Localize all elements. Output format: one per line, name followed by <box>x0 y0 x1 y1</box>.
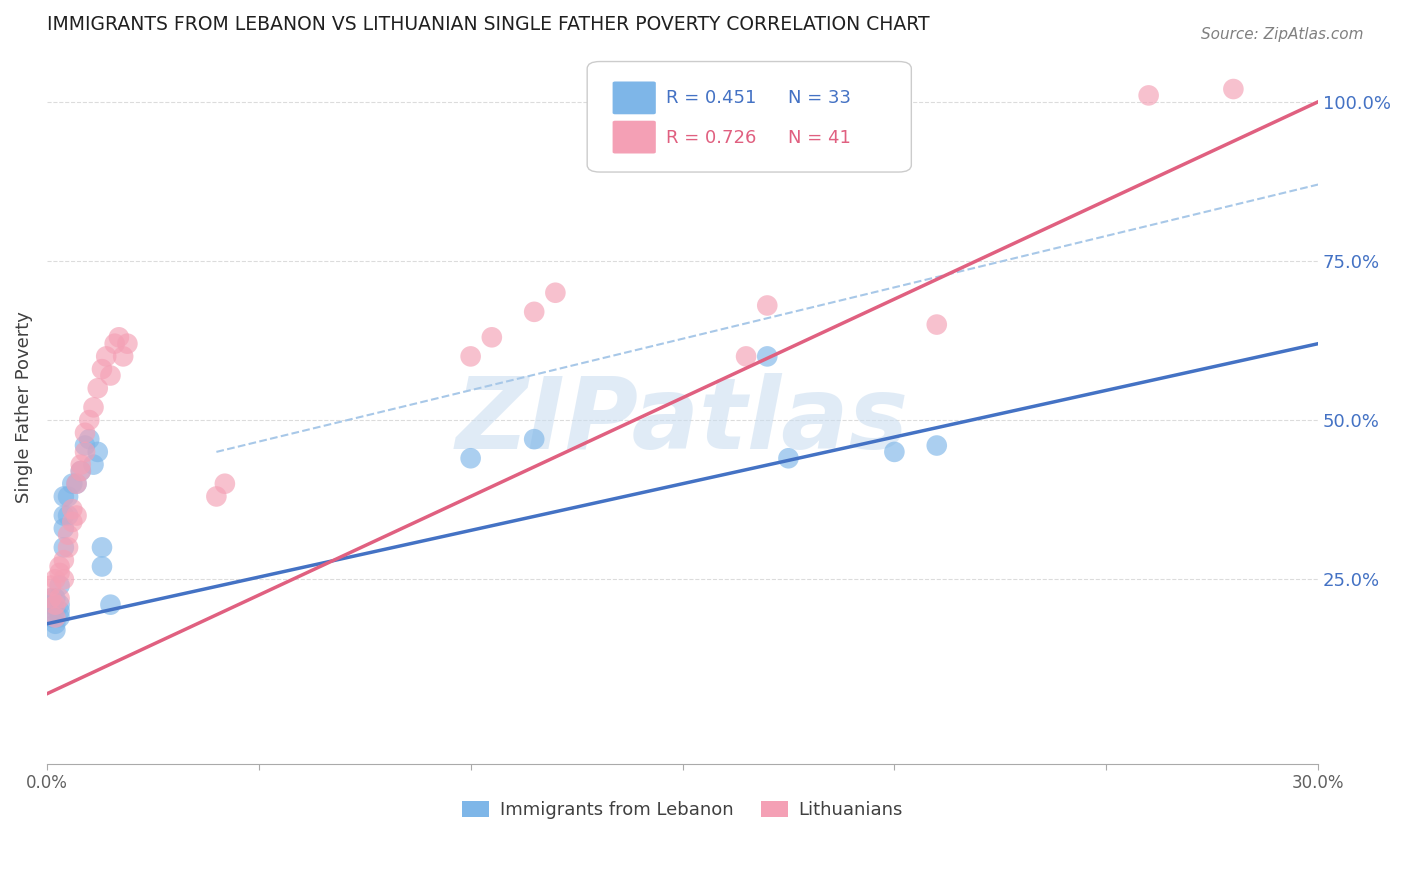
Point <box>756 298 779 312</box>
Text: R = 0.726: R = 0.726 <box>666 128 756 147</box>
Point <box>77 432 100 446</box>
Point <box>1137 88 1160 103</box>
Point <box>52 572 75 586</box>
Point <box>48 566 70 580</box>
Point <box>778 451 800 466</box>
Point <box>52 541 75 555</box>
Text: R = 0.451: R = 0.451 <box>666 89 756 107</box>
Point <box>69 464 91 478</box>
Point <box>73 445 96 459</box>
Point <box>883 445 905 459</box>
Text: Source: ZipAtlas.com: Source: ZipAtlas.com <box>1201 27 1364 42</box>
Point <box>48 598 70 612</box>
Point <box>65 476 87 491</box>
Point <box>44 591 66 606</box>
Legend: Immigrants from Lebanon, Lithuanians: Immigrants from Lebanon, Lithuanians <box>454 793 910 826</box>
Point <box>39 591 62 606</box>
FancyBboxPatch shape <box>613 81 655 114</box>
Point <box>73 425 96 440</box>
Point <box>44 572 66 586</box>
Point <box>925 438 948 452</box>
Point <box>1222 82 1244 96</box>
Point <box>44 598 66 612</box>
Point <box>460 451 482 466</box>
Point <box>48 559 70 574</box>
Point <box>91 559 114 574</box>
Point <box>60 502 83 516</box>
Point <box>460 350 482 364</box>
Point <box>100 368 122 383</box>
Point <box>44 610 66 624</box>
Text: N = 33: N = 33 <box>787 89 851 107</box>
Point <box>52 521 75 535</box>
Point <box>69 458 91 472</box>
Point <box>77 413 100 427</box>
Point <box>925 318 948 332</box>
Point <box>60 476 83 491</box>
Point <box>481 330 503 344</box>
Point <box>87 381 110 395</box>
Point <box>56 508 79 523</box>
Point <box>83 401 105 415</box>
Point <box>39 598 62 612</box>
Point <box>205 490 228 504</box>
Point <box>69 464 91 478</box>
Point <box>56 490 79 504</box>
Point <box>83 458 105 472</box>
Point <box>48 604 70 618</box>
Point <box>112 350 135 364</box>
Point <box>39 578 62 592</box>
Point <box>56 527 79 541</box>
Text: IMMIGRANTS FROM LEBANON VS LITHUANIAN SINGLE FATHER POVERTY CORRELATION CHART: IMMIGRANTS FROM LEBANON VS LITHUANIAN SI… <box>46 15 929 34</box>
Point <box>39 610 62 624</box>
Point <box>44 623 66 637</box>
Y-axis label: Single Father Poverty: Single Father Poverty <box>15 311 32 503</box>
Point <box>756 350 779 364</box>
Point <box>52 490 75 504</box>
Point <box>214 476 236 491</box>
Point <box>87 445 110 459</box>
Point <box>735 350 758 364</box>
Point <box>104 336 127 351</box>
Point <box>91 541 114 555</box>
Point <box>44 604 66 618</box>
Point <box>48 591 70 606</box>
Point <box>52 553 75 567</box>
Point <box>91 362 114 376</box>
Point <box>44 616 66 631</box>
Point <box>48 610 70 624</box>
Point <box>544 285 567 300</box>
Point <box>108 330 131 344</box>
Text: ZIPatlas: ZIPatlas <box>456 373 910 470</box>
Point <box>523 305 546 319</box>
Point <box>523 432 546 446</box>
Point <box>39 591 62 606</box>
Point <box>96 350 118 364</box>
Point <box>65 476 87 491</box>
Point <box>52 508 75 523</box>
Point <box>60 515 83 529</box>
Point <box>73 438 96 452</box>
FancyBboxPatch shape <box>613 120 655 153</box>
Point <box>100 598 122 612</box>
Point <box>117 336 139 351</box>
Point <box>48 578 70 592</box>
Point <box>65 508 87 523</box>
FancyBboxPatch shape <box>588 62 911 172</box>
Point <box>56 541 79 555</box>
Text: N = 41: N = 41 <box>787 128 851 147</box>
